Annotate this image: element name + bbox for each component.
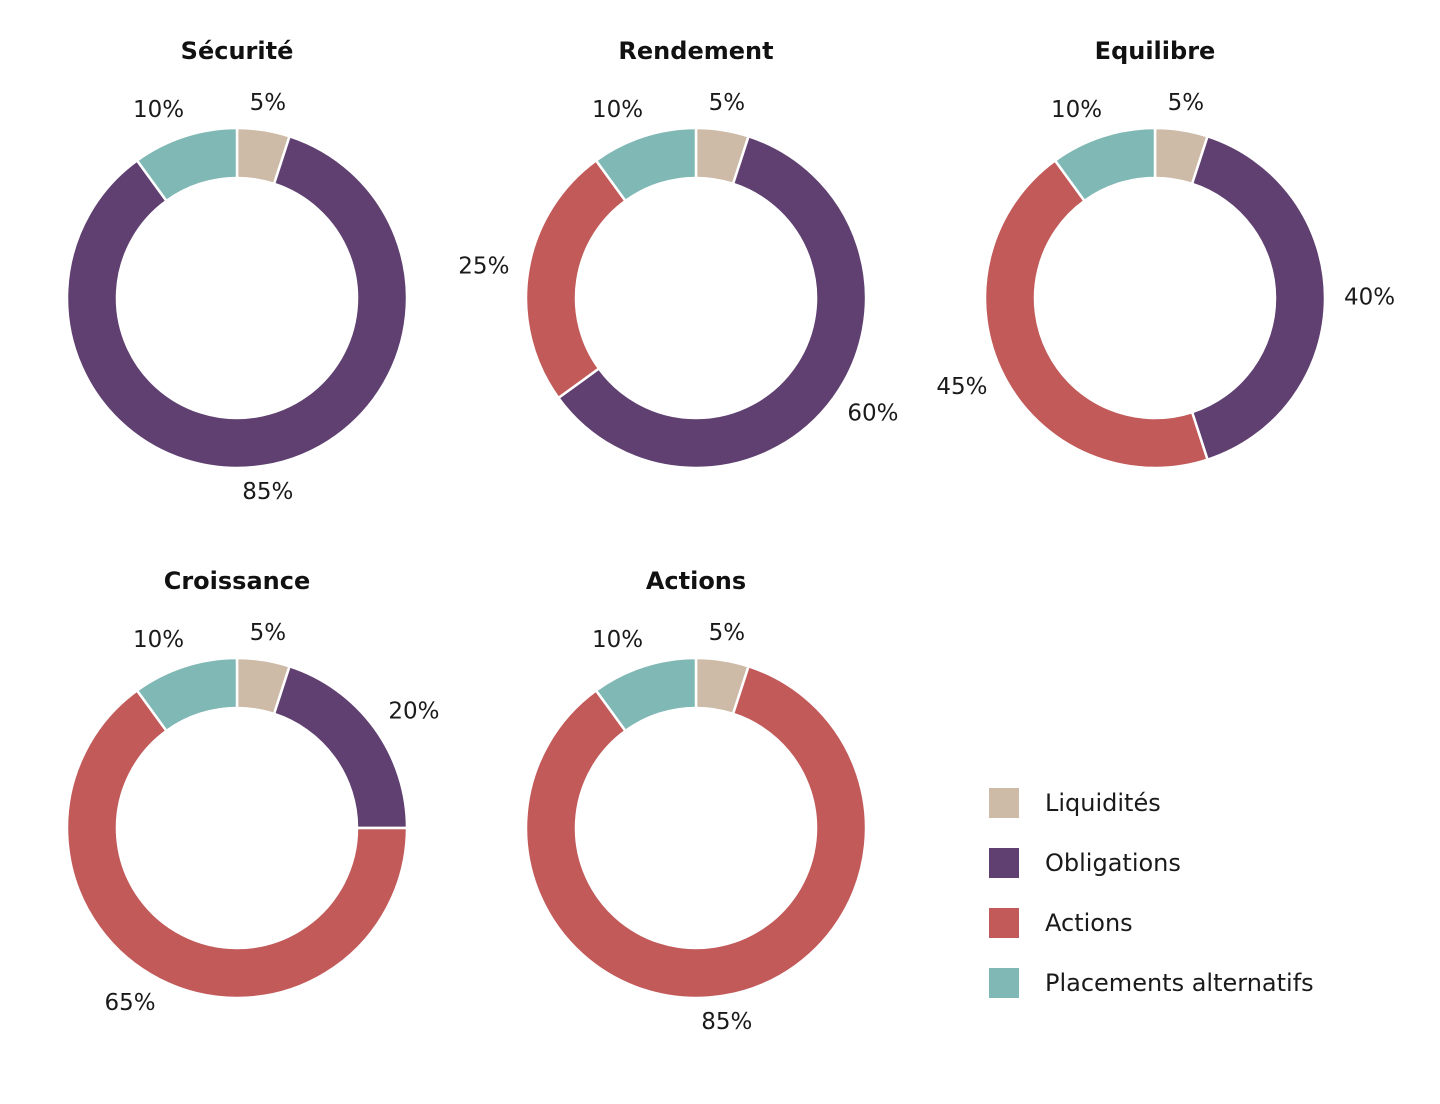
chart-title: Croissance <box>164 567 311 595</box>
donut-croissance: Croissance 5% 20% 65% 10% <box>65 567 440 1016</box>
slice-label-actions: 45% <box>936 374 987 400</box>
slice-label-alternatifs: 10% <box>592 627 643 653</box>
donut-equilibre: Equilibre 5% 40% 45% 10% <box>936 37 1395 470</box>
donut-securite: Sécurité 5% 85% 10% <box>65 37 409 505</box>
slice-actions <box>524 664 868 1000</box>
chart-title: Equilibre <box>1095 37 1216 65</box>
slice-actions <box>65 688 409 1000</box>
slice-label-alternatifs: 10% <box>133 627 184 653</box>
legend-item-actions: Actions <box>989 908 1133 938</box>
slice-alternatifs <box>594 656 698 733</box>
legend-swatch <box>989 968 1019 998</box>
slice-label-liquidites: 5% <box>709 620 746 646</box>
legend-swatch <box>989 788 1019 818</box>
slice-label-liquidites: 5% <box>1168 90 1205 116</box>
slice-label-actions: 85% <box>701 1009 752 1035</box>
legend-label: Liquidités <box>1045 789 1161 817</box>
chart-title: Rendement <box>618 37 773 65</box>
chart-title: Sécurité <box>181 37 294 65</box>
slice-alternatifs <box>594 126 698 203</box>
legend-item-liquidites: Liquidités <box>989 788 1161 818</box>
slice-alternatifs <box>135 126 239 203</box>
legend-item-alternatifs: Placements alternatifs <box>989 968 1314 998</box>
slice-label-liquidites: 5% <box>250 620 287 646</box>
slice-label-alternatifs: 10% <box>592 97 643 123</box>
legend-item-obligations: Obligations <box>989 848 1181 878</box>
donut-charts: Sécurité5%85%10%Rendement5%60%25%10%Equi… <box>65 37 1395 1035</box>
legend: Liquidités Obligations Actions Placements a… <box>989 788 1314 998</box>
slice-label-alternatifs: 10% <box>133 97 184 123</box>
slice-label-obligations: 40% <box>1344 285 1395 311</box>
slice-actions <box>524 158 628 400</box>
slice-actions <box>983 158 1210 470</box>
legend-label: Placements alternatifs <box>1045 969 1314 997</box>
slice-label-alternatifs: 10% <box>1051 97 1102 123</box>
slice-obligations <box>272 664 409 830</box>
legend-label: Actions <box>1045 909 1133 937</box>
donut-actions: Actions 5% 85% 10% <box>524 567 868 1035</box>
slice-label-liquidites: 5% <box>709 90 746 116</box>
slice-alternatifs <box>1053 126 1157 203</box>
legend-swatch <box>989 908 1019 938</box>
slice-obligations <box>556 134 868 470</box>
slice-label-obligations: 20% <box>388 699 439 725</box>
legend-swatch <box>989 848 1019 878</box>
slice-label-obligations: 60% <box>847 400 898 426</box>
slice-label-liquidites: 5% <box>250 90 287 116</box>
slice-label-obligations: 85% <box>242 479 293 505</box>
slice-label-actions: 65% <box>104 990 155 1016</box>
slice-obligations <box>1190 134 1327 462</box>
slice-obligations <box>65 134 409 470</box>
slice-label-actions: 25% <box>458 254 509 280</box>
chart-title: Actions <box>646 567 746 595</box>
legend-label: Obligations <box>1045 849 1181 877</box>
slice-alternatifs <box>135 656 239 733</box>
donut-rendement: Rendement 5% 60% 25% 10% <box>458 37 899 470</box>
